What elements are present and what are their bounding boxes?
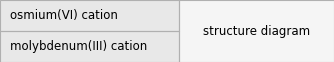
Bar	[0, 31, 179, 62]
Text: structure diagram: structure diagram	[203, 24, 310, 38]
Bar	[0, 0, 179, 31]
Text: molybdenum(III) cation: molybdenum(III) cation	[10, 40, 147, 53]
Bar	[0, 0, 179, 62]
Text: osmium(VI) cation: osmium(VI) cation	[10, 9, 118, 22]
